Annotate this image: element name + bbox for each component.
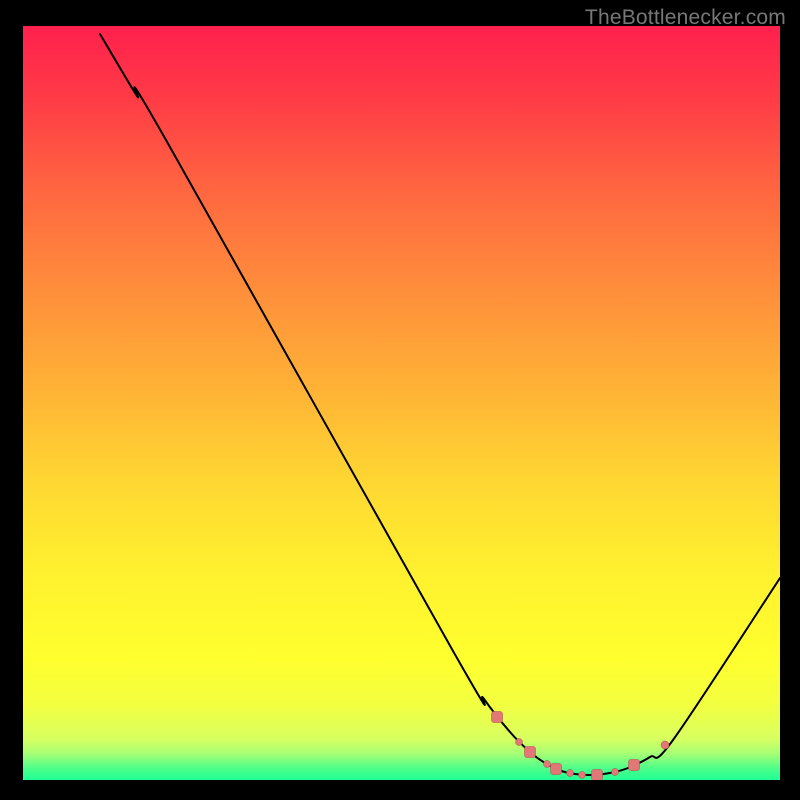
chart-frame: TheBottlenecker.com bbox=[0, 0, 800, 800]
curve-marker bbox=[579, 772, 586, 779]
chart-canvas bbox=[0, 0, 800, 800]
curve-marker bbox=[612, 769, 619, 776]
curve-marker bbox=[492, 712, 503, 723]
plot-background-gradient bbox=[23, 26, 780, 780]
curve-marker bbox=[629, 760, 640, 771]
curve-marker bbox=[525, 747, 536, 758]
curve-marker bbox=[551, 764, 562, 775]
watermark-label: TheBottlenecker.com bbox=[585, 6, 786, 30]
curve-marker bbox=[516, 739, 523, 746]
curve-marker bbox=[544, 761, 551, 768]
curve-marker bbox=[661, 741, 669, 749]
curve-marker bbox=[592, 770, 603, 781]
curve-marker bbox=[567, 770, 574, 777]
